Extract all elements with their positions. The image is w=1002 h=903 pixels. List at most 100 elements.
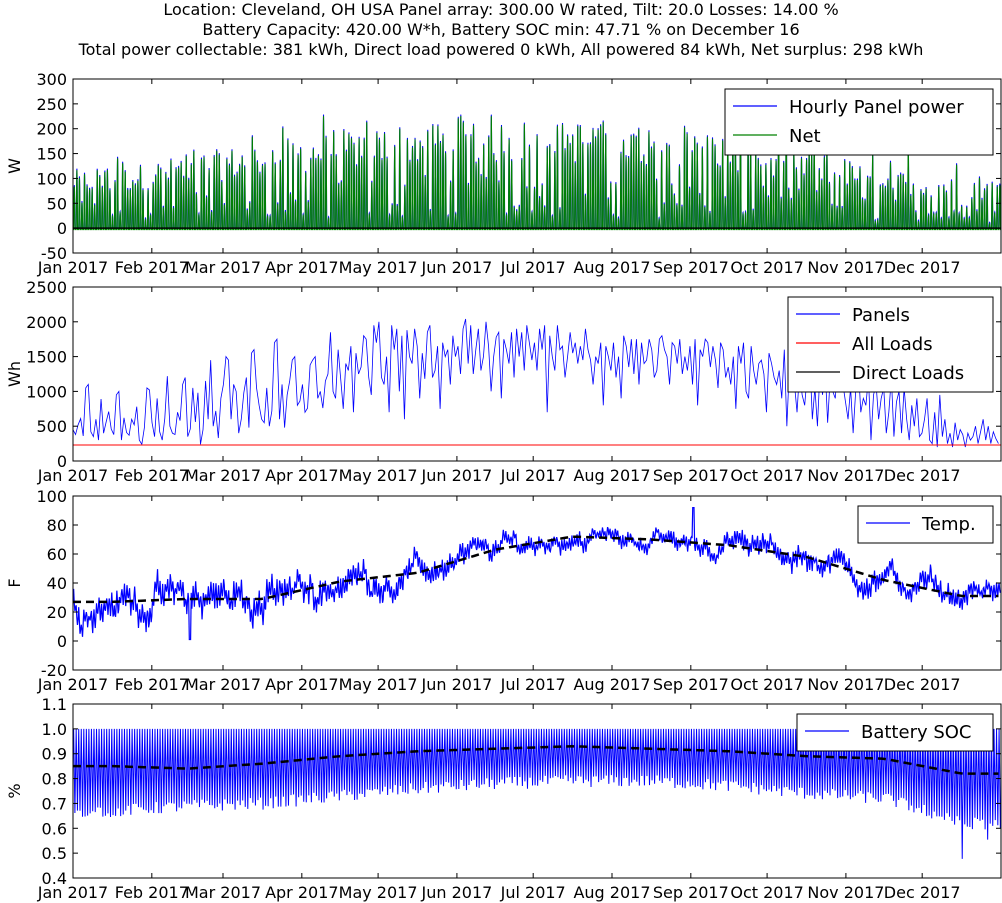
x-tick-label: Jun 2017	[421, 258, 493, 277]
legend-box	[787, 296, 994, 393]
y-tick-label: 0	[57, 632, 67, 651]
plot-area-power	[73, 114, 1001, 231]
x-tick-label: May 2017	[339, 883, 418, 902]
x-tick-label: Oct 2017	[730, 883, 803, 902]
legend-battery: Battery SOC	[796, 713, 994, 752]
plot-area-temperature	[73, 507, 1001, 641]
chart-battery: 0.4 0.5 0.6 0.7 0.8 0.9 1.0 1.1 Jan 2017 Feb 2017…	[5, 695, 1002, 902]
x-tick-label: Aug 2017	[573, 883, 650, 902]
x-tick-label: Apr 2017	[265, 258, 338, 277]
y-tick-label: 2500	[26, 278, 67, 297]
x-tick-label: Oct 2017	[730, 675, 803, 694]
x-tick-label: Jan 2017	[37, 675, 108, 694]
x-tick-label: May 2017	[339, 258, 418, 277]
x-tick-label: Jun 2017	[421, 466, 493, 485]
legend-label: Direct Loads	[852, 363, 964, 384]
y-tick-label: 1.0	[42, 720, 67, 739]
x-tick-label: Sep 2017	[653, 675, 729, 694]
x-tick-label: Sep 2017	[653, 883, 729, 902]
x-tick-label: Dec 2017	[884, 466, 961, 485]
x-tick-label: Nov 2017	[807, 466, 884, 485]
legend-box	[857, 505, 994, 544]
title-line-1: Location: Cleveland, OH USA Panel array:…	[163, 0, 839, 19]
y-tick-label: 60	[47, 545, 67, 564]
y-tick-label: -20	[41, 661, 67, 680]
x-tick-label: Mar 2017	[185, 466, 261, 485]
y-tick-label: 0.7	[42, 794, 67, 813]
legend-label: Panels	[852, 305, 910, 326]
x-tick-label: Sep 2017	[653, 258, 729, 277]
x-tick-label: Sep 2017	[653, 466, 729, 485]
x-tick-label: Feb 2017	[115, 258, 189, 277]
series-panels	[73, 318, 999, 448]
y-tick-label: 100	[36, 487, 67, 506]
x-tick-label: Dec 2017	[884, 883, 961, 902]
x-tick-label: Feb 2017	[115, 466, 189, 485]
series-temp	[73, 507, 1001, 641]
legend-box	[796, 713, 994, 752]
x-tick-label: Feb 2017	[115, 675, 189, 694]
x-tick-label: Mar 2017	[185, 883, 261, 902]
x-tick-label: Apr 2017	[265, 675, 338, 694]
legend-label: Net	[789, 126, 821, 147]
x-tick-label: Aug 2017	[573, 258, 650, 277]
x-tick-label: Jan 2017	[37, 466, 108, 485]
legend-label: Hourly Panel power	[789, 97, 964, 118]
y-tick-label: -50	[41, 244, 67, 263]
y-tick-label: 0.8	[42, 770, 67, 789]
y-axis-label: F	[5, 578, 24, 587]
x-tick-label: Jul 2017	[500, 675, 566, 694]
x-tick-label: Oct 2017	[730, 258, 803, 277]
y-axis-label: %	[5, 783, 24, 798]
x-tick-label: Nov 2017	[807, 675, 884, 694]
x-tick-label: Nov 2017	[807, 883, 884, 902]
y-tick-label: 150	[36, 145, 67, 164]
x-tick-label: Aug 2017	[573, 675, 650, 694]
x-tick-label: Jun 2017	[421, 883, 493, 902]
series-net	[73, 115, 1001, 231]
x-tick-label: Feb 2017	[115, 883, 189, 902]
x-tick-label: May 2017	[339, 466, 418, 485]
y-tick-label: 1500	[26, 348, 67, 367]
x-tick-label: May 2017	[339, 675, 418, 694]
x-tick-label: Apr 2017	[265, 883, 338, 902]
series-battery-soc	[73, 728, 1001, 859]
figure-title: Location: Cleveland, OH USA Panel array:…	[0, 0, 1002, 60]
y-tick-label: 300	[36, 70, 67, 89]
legend-energy: Panels All Loads Direct Loads	[787, 296, 994, 393]
x-tick-label: Dec 2017	[884, 258, 961, 277]
y-tick-label: 0	[57, 452, 67, 471]
x-tick-label: Nov 2017	[807, 258, 884, 277]
legend-power: Hourly Panel power Net	[724, 88, 994, 156]
y-tick-label: 80	[47, 516, 67, 535]
x-tick-label: Jul 2017	[500, 466, 566, 485]
axes-frame	[72, 78, 1002, 254]
y-tick-label: 1.1	[42, 695, 67, 714]
axes-frame	[72, 286, 1002, 462]
y-tick-label: 0.9	[42, 745, 67, 764]
y-tick-label: 50	[47, 194, 67, 213]
x-tick-label: Oct 2017	[730, 466, 803, 485]
chart-power: -50 0 50 100 150 200 250 300 Jan 2017 Feb 2017Mar…	[5, 70, 1002, 277]
y-tick-label: 2000	[26, 313, 67, 332]
legend-temperature: Temp.	[857, 505, 994, 544]
series-temp-mean	[73, 535, 999, 604]
y-tick-label: 500	[36, 417, 67, 436]
chart-energy: 0 500 1000 1500 2000 2500 Jan 2017 Feb 2017Mar …	[5, 278, 1002, 485]
y-axis-label: W	[5, 158, 24, 174]
x-tick-label: Apr 2017	[265, 466, 338, 485]
y-tick-label: 200	[36, 120, 67, 139]
y-tick-label: 0	[57, 219, 67, 238]
plot-area-battery	[73, 728, 1001, 859]
series-battery-mean	[73, 745, 999, 775]
y-tick-label: 0.4	[42, 869, 67, 888]
plot-area-energy	[73, 318, 1001, 461]
legend-label: Temp.	[921, 514, 976, 535]
x-tick-label: Jan 2017	[37, 258, 108, 277]
x-tick-label: Aug 2017	[573, 466, 650, 485]
y-tick-label: 0.5	[42, 844, 67, 863]
x-tick-label: Jun 2017	[421, 675, 493, 694]
y-tick-label: 40	[47, 574, 67, 593]
